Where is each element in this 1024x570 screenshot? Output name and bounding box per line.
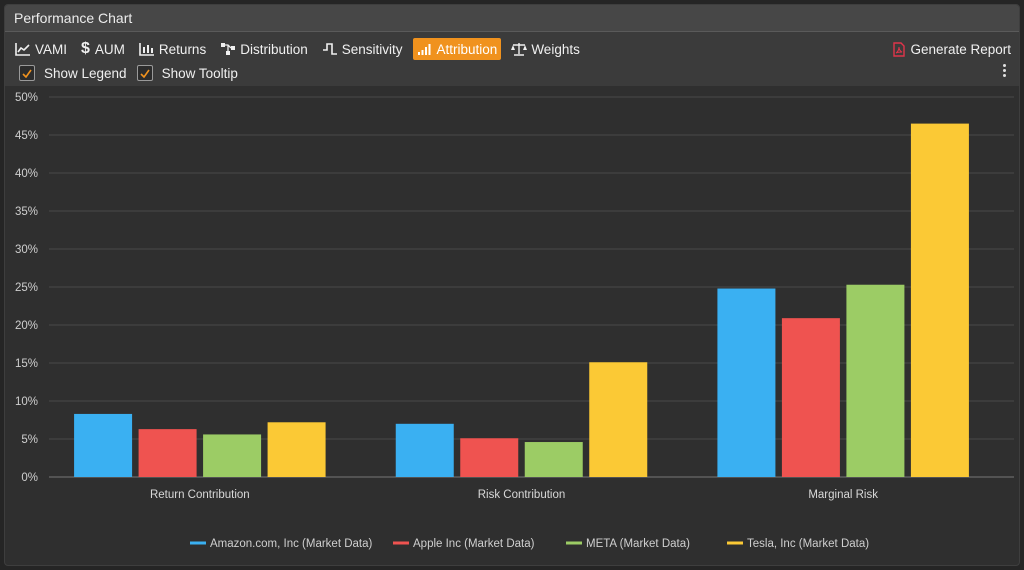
sensitivity-icon [322, 43, 337, 55]
window-title: Performance Chart [5, 5, 1019, 32]
y-tick-label: 0% [21, 472, 38, 484]
bar [589, 362, 648, 477]
y-tick-label: 20% [15, 320, 38, 332]
y-tick-label: 35% [15, 206, 38, 218]
aum-button[interactable]: $ AUM [77, 38, 129, 60]
legend-label: Apple Inc (Market Data) [413, 538, 535, 550]
show-legend-label: Show Legend [44, 65, 127, 81]
bar [846, 284, 905, 477]
chart-toolbar: VAMI $ AUM Returns Distribution Sensitiv… [5, 32, 1019, 86]
bar [524, 442, 583, 477]
bar [74, 413, 133, 477]
returns-label: Returns [158, 41, 207, 57]
y-tick-label: 5% [21, 434, 38, 446]
legend-label: Tesla, Inc (Market Data) [747, 538, 869, 550]
bar [395, 423, 454, 477]
pdf-file-icon [893, 41, 906, 57]
y-tick-label: 25% [15, 282, 38, 294]
bar [717, 288, 776, 477]
legend-label: META (Market Data) [586, 538, 690, 550]
distribution-button[interactable]: Distribution [216, 38, 312, 60]
y-tick-label: 50% [15, 92, 38, 104]
sensitivity-button[interactable]: Sensitivity [318, 38, 407, 60]
y-tick-label: 40% [15, 168, 38, 180]
y-tick-label: 10% [15, 396, 38, 408]
checkmark-icon [140, 69, 150, 78]
bar [910, 123, 969, 477]
bar [138, 429, 197, 477]
bar [267, 422, 326, 477]
y-tick-label: 30% [15, 244, 38, 256]
more-vertical-icon[interactable] [1001, 64, 1007, 80]
weights-label: Weights [531, 41, 580, 57]
attribution-button[interactable]: Attribution [412, 38, 502, 60]
generate-report-button[interactable]: Generate Report [893, 38, 1011, 60]
line-chart-icon [15, 43, 30, 56]
x-tick-label: Marginal Risk [808, 489, 878, 501]
returns-button[interactable]: Returns [135, 38, 210, 60]
sensitivity-label: Sensitivity [341, 41, 403, 57]
show-tooltip-label: Show Tooltip [161, 65, 238, 81]
signal-bars-icon [417, 44, 431, 55]
checkbox-box [19, 65, 35, 81]
bar [460, 438, 519, 477]
vami-label: VAMI [35, 41, 68, 57]
show-tooltip-checkbox[interactable]: Show Tooltip [136, 65, 238, 81]
y-tick-label: 45% [15, 130, 38, 142]
bar-chart-icon [139, 43, 154, 56]
generate-report-label: Generate Report [910, 41, 1011, 57]
scale-icon [511, 43, 528, 56]
checkbox-box [136, 65, 153, 81]
dollar-icon: $ [81, 40, 90, 57]
legend-label: Amazon.com, Inc (Market Data) [210, 538, 372, 550]
chart-options: Show Legend Show Tooltip [19, 62, 248, 84]
chart-type-buttons: VAMI $ AUM Returns Distribution Sensitiv… [11, 38, 1011, 60]
y-tick-label: 15% [15, 358, 38, 370]
show-legend-checkbox[interactable]: Show Legend [19, 65, 127, 81]
x-tick-label: Risk Contribution [478, 489, 566, 501]
aum-label: AUM [94, 41, 125, 57]
x-tick-label: Return Contribution [150, 489, 250, 501]
distribution-icon [221, 43, 236, 55]
vami-button[interactable]: VAMI [11, 38, 71, 60]
weights-button[interactable]: Weights [507, 38, 584, 60]
attribution-label: Attribution [436, 41, 498, 57]
checkmark-icon [22, 69, 32, 78]
bar [781, 318, 840, 477]
distribution-label: Distribution [240, 41, 308, 57]
bar [203, 434, 262, 477]
